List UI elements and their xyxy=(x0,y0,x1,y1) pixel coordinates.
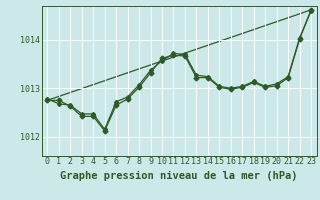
X-axis label: Graphe pression niveau de la mer (hPa): Graphe pression niveau de la mer (hPa) xyxy=(60,171,298,181)
